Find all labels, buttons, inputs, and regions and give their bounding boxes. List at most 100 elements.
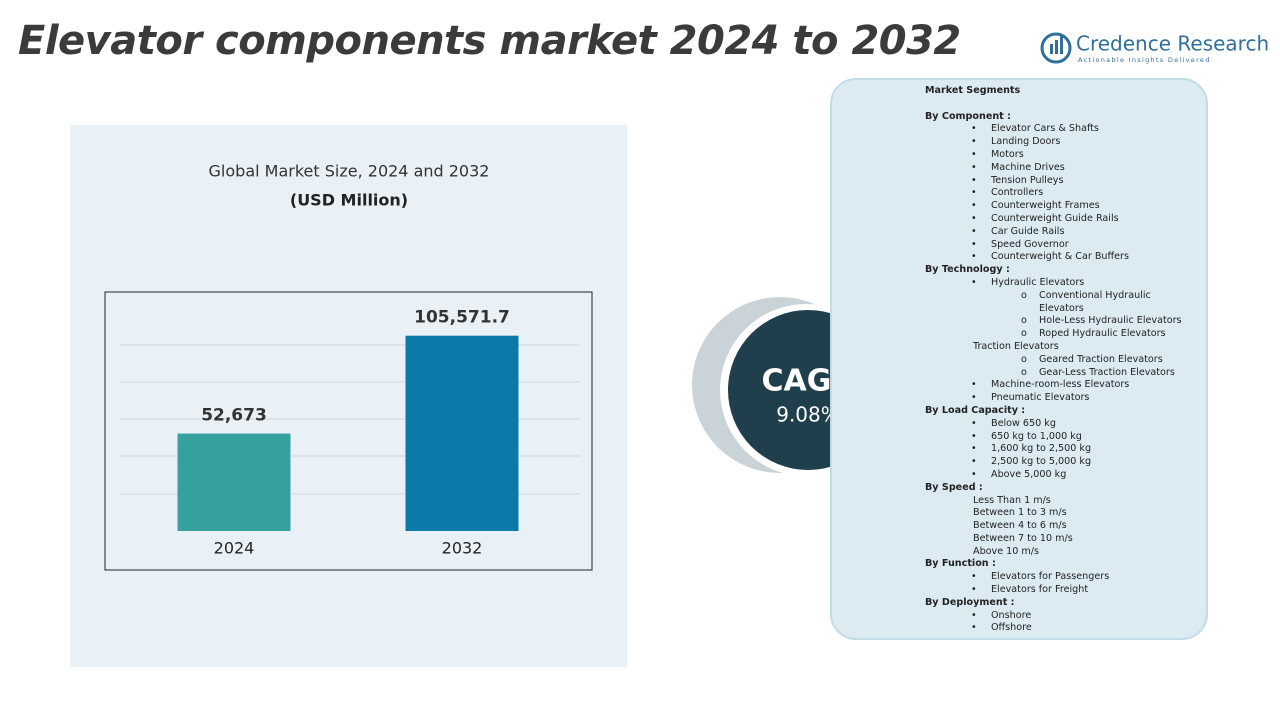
segment-heading: By Technology : bbox=[925, 264, 1205, 277]
bullet: • bbox=[971, 251, 977, 263]
segment-item: • Elevator Cars & Shafts bbox=[925, 123, 1205, 136]
segment-subitem: o Conventional Hydraulic Elevators bbox=[925, 290, 1189, 316]
bullet: • bbox=[971, 622, 977, 634]
segment-item: • Motors bbox=[925, 149, 1205, 162]
text: Machine Drives bbox=[991, 161, 1065, 173]
bullet: • bbox=[971, 456, 977, 468]
text: Motors bbox=[991, 148, 1024, 160]
text: By Component : bbox=[925, 110, 1011, 122]
bullet: • bbox=[971, 200, 977, 212]
cagr-value: 9.08% bbox=[776, 403, 840, 427]
logo-icon bbox=[1040, 32, 1072, 64]
chart-panel bbox=[70, 125, 627, 667]
text: Landing Doors bbox=[991, 136, 1061, 148]
value-label: 52,673 bbox=[201, 406, 267, 426]
bullet: • bbox=[971, 276, 977, 288]
segment-item: Above 10 m/s bbox=[925, 546, 1205, 559]
text: Pneumatic Elevators bbox=[991, 392, 1090, 404]
bullet: • bbox=[971, 379, 977, 391]
text: Speed Governor bbox=[991, 238, 1069, 250]
text: Hydraulic Elevators bbox=[991, 276, 1085, 288]
bullet: o bbox=[1021, 328, 1027, 340]
bullet: • bbox=[971, 212, 977, 224]
text: Below 650 kg bbox=[991, 417, 1056, 429]
text: Roped Hydraulic Elevators bbox=[1039, 328, 1166, 340]
segment-item: • Onshore bbox=[925, 610, 1205, 623]
segment-item: • Counterweight Frames bbox=[925, 200, 1205, 213]
segment-item: • Elevators for Freight bbox=[925, 584, 1205, 597]
segment-item: • 1,600 kg to 2,500 kg bbox=[925, 443, 1205, 456]
text: By Function : bbox=[925, 558, 996, 570]
segment-heading: By Function : bbox=[925, 558, 1205, 571]
text: Hole-Less Hydraulic Elevators bbox=[1039, 315, 1182, 327]
segment-item: • Controllers bbox=[925, 187, 1205, 200]
bullet: • bbox=[971, 161, 977, 173]
segments-list: Market Segments By Component : • Elevator … bbox=[925, 85, 1205, 635]
text: Above 5,000 kg bbox=[991, 468, 1067, 480]
text: Machine-room-less Elevators bbox=[991, 379, 1130, 391]
text: By Speed : bbox=[925, 481, 983, 493]
bullet: • bbox=[971, 148, 977, 160]
bullet: • bbox=[971, 443, 977, 455]
segment-item: • Above 5,000 kg bbox=[925, 469, 1205, 482]
text: Between 7 to 10 m/s bbox=[973, 532, 1073, 544]
segment-subitem: o Roped Hydraulic Elevators bbox=[925, 328, 1189, 341]
logo-name: Credence Research bbox=[1076, 32, 1269, 56]
text: By Technology : bbox=[925, 264, 1010, 276]
segment-item: • Counterweight Guide Rails bbox=[925, 213, 1205, 226]
text: Controllers bbox=[991, 187, 1044, 199]
text: Geared Traction Elevators bbox=[1039, 353, 1163, 365]
text: Car Guide Rails bbox=[991, 225, 1065, 237]
text: Above 10 m/s bbox=[973, 545, 1039, 557]
value-label: 105,571.7 bbox=[414, 308, 510, 328]
bullet: • bbox=[971, 468, 977, 480]
text: Tension Pulleys bbox=[991, 174, 1064, 186]
segment-item: • Speed Governor bbox=[925, 239, 1205, 252]
segment-heading: By Speed : bbox=[925, 482, 1205, 495]
text: Counterweight & Car Buffers bbox=[991, 251, 1129, 263]
segment-item: • Below 650 kg bbox=[925, 418, 1205, 431]
segment-item: • Car Guide Rails bbox=[925, 226, 1205, 239]
bullet: • bbox=[971, 187, 977, 199]
text: Less Than 1 m/s bbox=[973, 494, 1051, 506]
bullet: • bbox=[971, 392, 977, 404]
segment-heading: By Load Capacity : bbox=[925, 405, 1205, 418]
bullet: • bbox=[971, 417, 977, 429]
chart-title: Global Market Size, 2024 and 2032 bbox=[209, 162, 490, 181]
bullet: • bbox=[971, 174, 977, 186]
segment-item: Between 1 to 3 m/s bbox=[925, 507, 1205, 520]
bullet: o bbox=[1021, 289, 1027, 301]
text: 1,600 kg to 2,500 kg bbox=[991, 443, 1092, 455]
text: Elevators for Freight bbox=[991, 584, 1089, 596]
text: Elevator Cars & Shafts bbox=[991, 123, 1099, 135]
x-tick-label: 2024 bbox=[214, 539, 255, 558]
text: 2,500 kg to 5,000 kg bbox=[991, 456, 1092, 468]
text: By Load Capacity : bbox=[925, 404, 1026, 416]
chart-frame bbox=[104, 291, 593, 571]
segment-item: • 2,500 kg to 5,000 kg bbox=[925, 456, 1205, 469]
segment-subitem: o Geared Traction Elevators bbox=[925, 354, 1189, 367]
segments-panel bbox=[830, 78, 1208, 640]
segment-item: Between 4 to 6 m/s bbox=[925, 520, 1205, 533]
segment-item: Between 7 to 10 m/s bbox=[925, 533, 1205, 546]
chart-subtitle: (USD Million) bbox=[290, 191, 408, 210]
bar bbox=[177, 433, 291, 531]
text: Gear-Less Traction Elevators bbox=[1039, 366, 1175, 378]
bullet: • bbox=[971, 225, 977, 237]
bullet: o bbox=[1021, 315, 1027, 327]
segment-item: • Tension Pulleys bbox=[925, 175, 1205, 188]
segment-item: Less Than 1 m/s bbox=[925, 495, 1205, 508]
text: Offshore bbox=[991, 622, 1032, 634]
segments-title: Market Segments bbox=[925, 85, 1021, 96]
segment-item: Traction Elevators bbox=[925, 341, 1205, 354]
text: Traction Elevators bbox=[973, 340, 1059, 352]
segment-item: • Elevators for Passengers bbox=[925, 571, 1205, 584]
segment-item: • Machine-room-less Elevators bbox=[925, 379, 1205, 392]
bullet: • bbox=[971, 123, 977, 135]
text: Conventional Hydraulic Elevators bbox=[1039, 289, 1151, 314]
x-tick-label: 2032 bbox=[442, 539, 483, 558]
bullet: • bbox=[971, 136, 977, 148]
segment-item: • Counterweight & Car Buffers bbox=[925, 251, 1205, 264]
segment-item: • 650 kg to 1,000 kg bbox=[925, 431, 1205, 444]
text: Elevators for Passengers bbox=[991, 571, 1110, 583]
